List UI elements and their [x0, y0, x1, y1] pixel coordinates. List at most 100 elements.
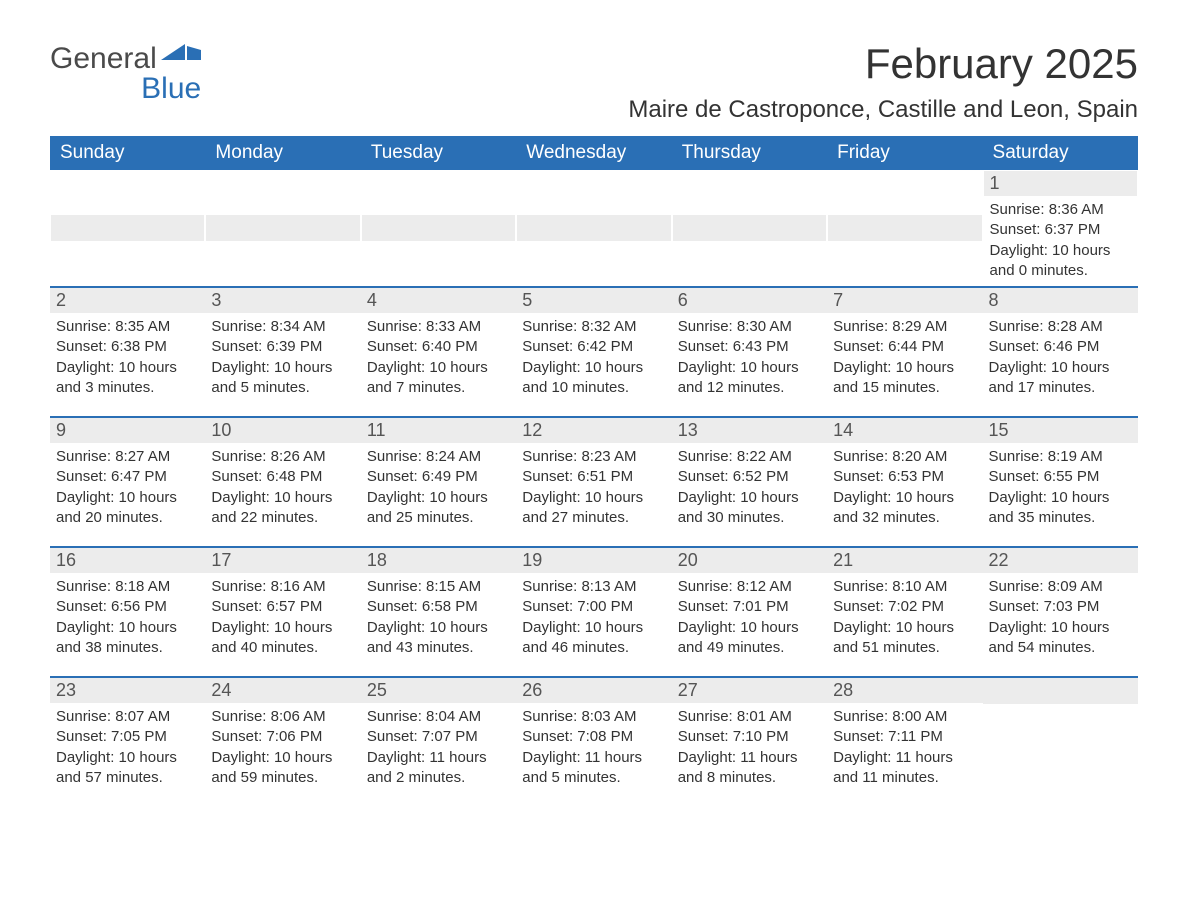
daylight-text: Daylight: 10 hours [367, 618, 510, 638]
daylight-text: and 2 minutes. [367, 768, 510, 788]
day-cell [516, 170, 671, 287]
day-cell: 19Sunrise: 8:13 AMSunset: 7:00 PMDayligh… [516, 547, 671, 677]
day-info: Sunrise: 8:04 AMSunset: 7:07 PMDaylight:… [361, 703, 516, 792]
sunrise-text: Sunrise: 8:16 AM [211, 577, 354, 597]
daylight-text: and 32 minutes. [833, 508, 976, 528]
day-info: Sunrise: 8:06 AMSunset: 7:06 PMDaylight:… [205, 703, 360, 792]
daylight-text: and 22 minutes. [211, 508, 354, 528]
sunrise-text: Sunrise: 8:01 AM [678, 707, 821, 727]
sunset-text: Sunset: 6:39 PM [211, 337, 354, 357]
daylight-text: and 30 minutes. [678, 508, 821, 528]
day-cell: 14Sunrise: 8:20 AMSunset: 6:53 PMDayligh… [827, 417, 982, 547]
empty-day [673, 215, 826, 241]
daylight-text: Daylight: 11 hours [367, 748, 510, 768]
daylight-text: and 5 minutes. [522, 768, 665, 788]
week-row: 2Sunrise: 8:35 AMSunset: 6:38 PMDaylight… [50, 287, 1138, 417]
daylight-text: and 43 minutes. [367, 638, 510, 658]
daylight-text: Daylight: 10 hours [367, 358, 510, 378]
day-cell: 12Sunrise: 8:23 AMSunset: 6:51 PMDayligh… [516, 417, 671, 547]
daylight-text: Daylight: 10 hours [678, 358, 821, 378]
day-info: Sunrise: 8:12 AMSunset: 7:01 PMDaylight:… [672, 573, 827, 662]
day-cell: 28Sunrise: 8:00 AMSunset: 7:11 PMDayligh… [827, 677, 982, 807]
day-cell: 16Sunrise: 8:18 AMSunset: 6:56 PMDayligh… [50, 547, 205, 677]
sunrise-text: Sunrise: 8:18 AM [56, 577, 199, 597]
sunrise-text: Sunrise: 8:12 AM [678, 577, 821, 597]
day-number: 18 [361, 548, 516, 573]
day-number: 27 [672, 678, 827, 703]
day-info: Sunrise: 8:34 AMSunset: 6:39 PMDaylight:… [205, 313, 360, 402]
sunrise-text: Sunrise: 8:28 AM [989, 317, 1132, 337]
sunrise-text: Sunrise: 8:00 AM [833, 707, 976, 727]
day-number: 4 [361, 288, 516, 313]
week-row: 9Sunrise: 8:27 AMSunset: 6:47 PMDaylight… [50, 417, 1138, 547]
day-cell: 5Sunrise: 8:32 AMSunset: 6:42 PMDaylight… [516, 287, 671, 417]
day-cell: 2 Sunrise: 8:35 AMSunset: 6:38 PMDaylight… [50, 287, 205, 417]
sunrise-text: Sunrise: 8:32 AM [522, 317, 665, 337]
day-info: Sunrise: 8:00 AMSunset: 7:11 PMDaylight:… [827, 703, 982, 792]
weekday-header: Monday [205, 136, 360, 170]
daylight-text: Daylight: 11 hours [678, 748, 821, 768]
sunset-text: Sunset: 7:07 PM [367, 727, 510, 747]
sunset-text: Sunset: 6:38 PM [56, 337, 199, 357]
day-cell: 6Sunrise: 8:30 AMSunset: 6:43 PMDaylight… [672, 287, 827, 417]
daylight-text: and 7 minutes. [367, 378, 510, 398]
day-info: Sunrise: 8:23 AMSunset: 6:51 PMDaylight:… [516, 443, 671, 532]
day-cell: 4 Sunrise: 8:33 AMSunset: 6:40 PMDaylight… [361, 287, 516, 417]
daylight-text: Daylight: 10 hours [833, 358, 976, 378]
daylight-text: Daylight: 10 hours [211, 488, 354, 508]
day-info: Sunrise: 8:24 AMSunset: 6:49 PMDaylight:… [361, 443, 516, 532]
sunset-text: Sunset: 6:51 PM [522, 467, 665, 487]
day-number: 23 [50, 678, 205, 703]
sunrise-text: Sunrise: 8:30 AM [678, 317, 821, 337]
sunrise-text: Sunrise: 8:15 AM [367, 577, 510, 597]
day-number: 2 [50, 288, 205, 313]
sunrise-text: Sunrise: 8:10 AM [833, 577, 976, 597]
day-cell [361, 170, 516, 287]
day-cell: 23Sunrise: 8:07 AMSunset: 7:05 PMDayligh… [50, 677, 205, 807]
empty-day [517, 215, 670, 241]
sunrise-text: Sunrise: 8:35 AM [56, 317, 199, 337]
sunset-text: Sunset: 6:47 PM [56, 467, 199, 487]
sunset-text: Sunset: 6:44 PM [833, 337, 976, 357]
day-number: 20 [672, 548, 827, 573]
day-number: 8 [983, 288, 1138, 313]
day-cell: 9Sunrise: 8:27 AMSunset: 6:47 PMDaylight… [50, 417, 205, 547]
day-info: Sunrise: 8:20 AMSunset: 6:53 PMDaylight:… [827, 443, 982, 532]
sunrise-text: Sunrise: 8:19 AM [989, 447, 1132, 467]
empty-day [51, 215, 204, 241]
daylight-text: and 25 minutes. [367, 508, 510, 528]
day-info: Sunrise: 8:03 AMSunset: 7:08 PMDaylight:… [516, 703, 671, 792]
daylight-text: and 46 minutes. [522, 638, 665, 658]
sunset-text: Sunset: 6:42 PM [522, 337, 665, 357]
header: General Blue February 2025 Maire de Cast… [50, 40, 1138, 136]
day-number: 3 [205, 288, 360, 313]
sunrise-text: Sunrise: 8:04 AM [367, 707, 510, 727]
sunset-text: Sunset: 6:37 PM [990, 220, 1131, 240]
sunrise-text: Sunrise: 8:33 AM [367, 317, 510, 337]
day-number: 22 [983, 548, 1138, 573]
sunset-text: Sunset: 7:08 PM [522, 727, 665, 747]
sunrise-text: Sunrise: 8:03 AM [522, 707, 665, 727]
daylight-text: and 57 minutes. [56, 768, 199, 788]
day-cell: 26Sunrise: 8:03 AMSunset: 7:08 PMDayligh… [516, 677, 671, 807]
daylight-text: Daylight: 11 hours [522, 748, 665, 768]
sunset-text: Sunset: 7:11 PM [833, 727, 976, 747]
day-number: 5 [516, 288, 671, 313]
day-info: Sunrise: 8:10 AMSunset: 7:02 PMDaylight:… [827, 573, 982, 662]
day-cell: 3Sunrise: 8:34 AMSunset: 6:39 PMDaylight… [205, 287, 360, 417]
sunset-text: Sunset: 6:40 PM [367, 337, 510, 357]
day-number: 12 [516, 418, 671, 443]
daylight-text: Daylight: 10 hours [833, 618, 976, 638]
weekday-header: Wednesday [516, 136, 671, 170]
sunset-text: Sunset: 7:10 PM [678, 727, 821, 747]
daylight-text: and 59 minutes. [211, 768, 354, 788]
sunrise-text: Sunrise: 8:34 AM [211, 317, 354, 337]
sunset-text: Sunset: 6:52 PM [678, 467, 821, 487]
day-cell: 18Sunrise: 8:15 AMSunset: 6:58 PMDayligh… [361, 547, 516, 677]
weekday-header: Thursday [672, 136, 827, 170]
day-cell: 11Sunrise: 8:24 AMSunset: 6:49 PMDayligh… [361, 417, 516, 547]
sunrise-text: Sunrise: 8:24 AM [367, 447, 510, 467]
weekday-header: Sunday [50, 136, 205, 170]
daylight-text: Daylight: 10 hours [56, 358, 199, 378]
day-number: 19 [516, 548, 671, 573]
